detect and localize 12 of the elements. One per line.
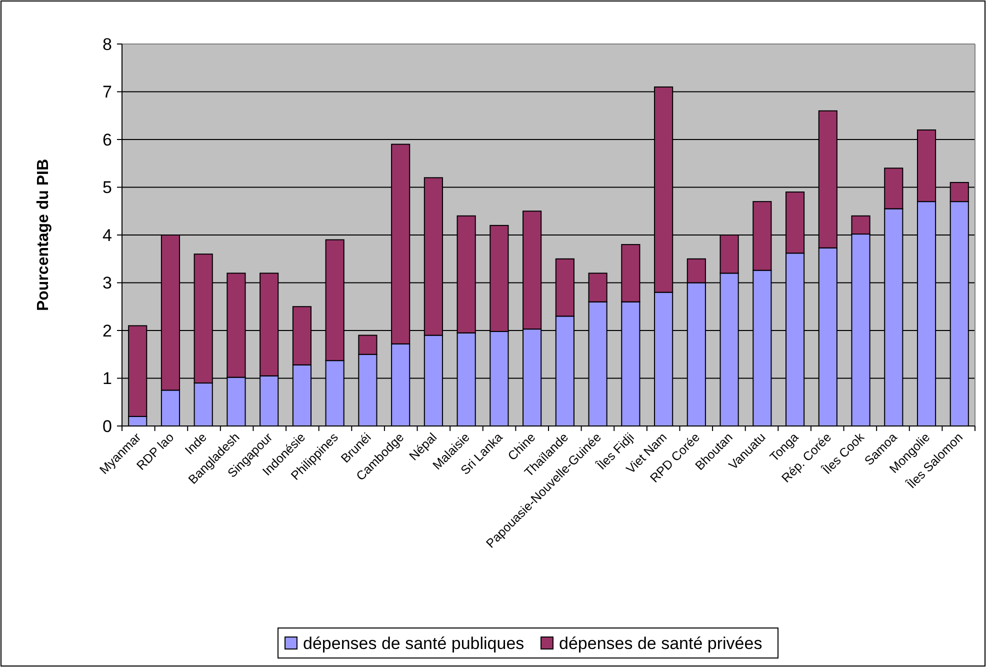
y-tick-label: 0: [102, 416, 112, 436]
y-tick-label: 2: [102, 321, 112, 340]
y-tick-label: 4: [102, 226, 112, 245]
y-axis-title: Pourcentage du PIB: [35, 158, 52, 312]
y-tick-label: 3: [102, 274, 112, 293]
y-tick-label: 6: [102, 130, 112, 150]
y-tick-label: 8: [102, 34, 112, 54]
y-tick-label: 7: [102, 82, 112, 102]
y-tick-label: 5: [102, 178, 112, 198]
legend-label: dépenses de santé privées: [559, 634, 762, 653]
y-tick-label: 1: [102, 369, 112, 388]
legend-label: dépenses de santé publiques: [303, 634, 524, 653]
